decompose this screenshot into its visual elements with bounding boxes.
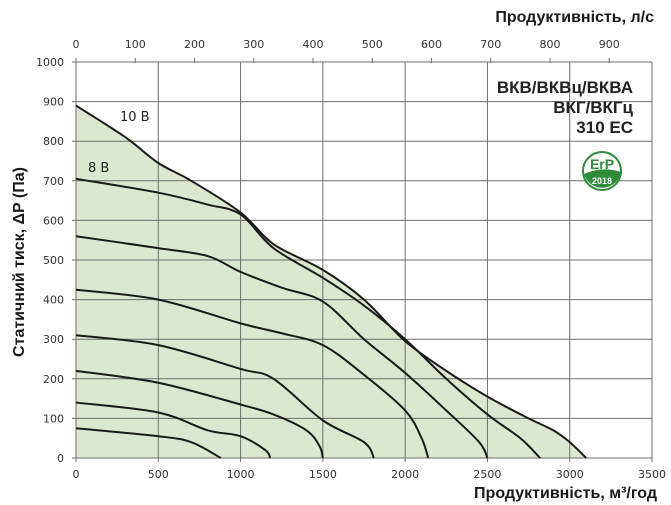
x-tick-label: 3500 xyxy=(638,468,666,481)
y-tick-label: 800 xyxy=(43,135,64,148)
y-tick-label: 900 xyxy=(43,96,64,109)
x-tick-label: 3000 xyxy=(556,468,584,481)
y-tick-label: 700 xyxy=(43,175,64,188)
curve-5 xyxy=(75,369,324,459)
curve-1 xyxy=(75,177,541,459)
svg-text:2018: 2018 xyxy=(592,176,612,186)
y-tick-label: 300 xyxy=(43,333,64,346)
x2-tick-label: 700 xyxy=(480,38,501,51)
curve-0 xyxy=(75,104,587,459)
model-line-2: ВКГ/ВКГц xyxy=(553,98,633,117)
x2-tick-label: 900 xyxy=(599,38,620,51)
curve-4 xyxy=(75,334,375,459)
x2-tick-label: 600 xyxy=(421,38,442,51)
model-line-3: 310 ЕС xyxy=(576,118,633,137)
y-tick-label: 200 xyxy=(43,373,64,386)
curve-2 xyxy=(75,235,489,459)
x-tick-label: 0 xyxy=(73,468,80,481)
erp-2018-badge-icon: ErP 2018 xyxy=(582,151,622,191)
x-tick-label: 1000 xyxy=(227,468,255,481)
x2-tick-label: 0 xyxy=(73,38,80,51)
top-axis-title: Продуктивність, л/с xyxy=(495,9,654,26)
y-tick-label: 0 xyxy=(57,452,64,465)
y-tick-label: 1000 xyxy=(36,56,64,69)
x2-tick-label: 300 xyxy=(243,38,264,51)
x2-tick-label: 100 xyxy=(125,38,146,51)
y-axis-title: Статичний тиск, ΔP (Па) xyxy=(11,167,28,357)
y-tick-label: 600 xyxy=(43,214,64,227)
model-line-1: ВКВ/ВКВц/ВКВА xyxy=(496,78,633,97)
curve-7 xyxy=(75,427,222,459)
x-tick-label: 1500 xyxy=(309,468,337,481)
x-tick-label: 2500 xyxy=(473,468,501,481)
svg-text:ErP: ErP xyxy=(590,156,614,172)
curve-label-10v: 10 В xyxy=(120,110,150,125)
x2-tick-label: 500 xyxy=(362,38,383,51)
x2-tick-label: 400 xyxy=(302,38,323,51)
curve-3 xyxy=(75,288,430,459)
model-title: ВКВ/ВКВц/ВКВА ВКГ/ВКГц 310 ЕС xyxy=(497,78,633,138)
curve-6 xyxy=(75,401,272,459)
operating-area-fill xyxy=(76,105,587,458)
bottom-axis-title: Продуктивність, м³/год xyxy=(474,485,657,502)
curve-label-8v: 8 В xyxy=(88,161,109,176)
grid xyxy=(72,58,653,462)
x2-tick-label: 800 xyxy=(539,38,560,51)
y-tick-label: 400 xyxy=(43,294,64,307)
performance-curves xyxy=(75,104,587,459)
x-tick-label: 2000 xyxy=(391,468,419,481)
y-tick-label: 100 xyxy=(43,412,64,425)
y-tick-label: 500 xyxy=(43,254,64,267)
x-tick-label: 500 xyxy=(148,468,169,481)
x2-tick-label: 200 xyxy=(184,38,205,51)
